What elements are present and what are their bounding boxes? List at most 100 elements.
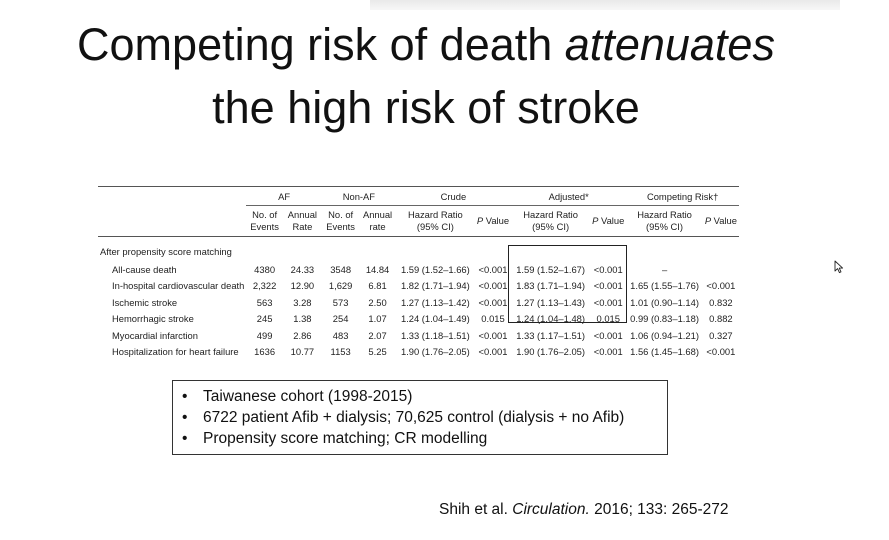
cell-af-rate: 2.86 [293, 329, 312, 341]
table-row: Ischemic stroke 563 3.28 573 2.50 1.27 (1.13–… [98, 294, 739, 311]
window-top-edge [370, 0, 840, 10]
cell-nonaf-events: 483 [332, 329, 349, 341]
cell-nonaf-rate: 5.25 [368, 346, 387, 358]
header-adjusted-p: P Value [590, 205, 627, 237]
cell-crude-p: <0.001 [478, 346, 508, 358]
cell-crude-hr: 1.27 (1.13–1.42) [400, 296, 470, 308]
table-section-row: After propensity score matching [98, 237, 739, 262]
header-af-events: No. of Events [246, 205, 283, 237]
slide-title-line-2: the high risk of stroke [212, 82, 640, 133]
cell-af-rate: 3.28 [293, 296, 312, 308]
cell-competing-hr: 1.01 (0.90–1.14) [630, 296, 699, 308]
cell-competing-p: 0.327 [709, 329, 733, 341]
cell-crude-p: <0.001 [478, 280, 508, 292]
cell-nonaf-rate: 2.50 [368, 296, 387, 308]
header-crude-hr: Hazard Ratio (95% CI) [395, 205, 475, 237]
cell-crude-hr: 1.33 (1.18–1.51) [400, 329, 470, 341]
header-nonaf-events: No. of Events [321, 205, 360, 237]
cell-af-rate: 24.33 [290, 263, 315, 275]
section-label: After propensity score matching [100, 245, 232, 257]
adjusted-highlight-box [508, 245, 627, 323]
cell-adjusted-hr: 1.59 (1.52–1.67) [516, 263, 586, 275]
cell-competing-hr: 0.99 (0.83–1.18) [630, 313, 699, 325]
bullet-item: Taiwanese cohort (1998-2015) [182, 386, 667, 407]
table-row: Hemorrhagic stroke 245 1.38 254 1.07 1.24 (1.… [98, 311, 739, 328]
cell-crude-p: <0.001 [478, 329, 508, 341]
header-af-rate: Annual Rate [282, 205, 322, 237]
slide-title-line-1: Competing risk of death attenuates [77, 19, 775, 70]
cell-af-events: 4380 [254, 263, 276, 275]
cell-adjusted-hr: 1.27 (1.13–1.43) [516, 296, 586, 308]
cell-crude-hr: 1.24 (1.04–1.49) [400, 313, 470, 325]
citation: Shih et al. Circulation. 2016; 133: 265-… [439, 501, 729, 518]
cell-nonaf-events: 1153 [330, 346, 351, 358]
cell-adjusted-p: <0.001 [593, 280, 623, 292]
cell-af-events: 245 [256, 313, 273, 325]
cell-af-rate: 12.90 [290, 280, 315, 292]
cell-competing-p: <0.001 [706, 346, 736, 358]
bullet-item: Propensity score matching; CR modelling [182, 428, 667, 449]
cell-af-events: 2,322 [252, 280, 277, 292]
bullet-list: Taiwanese cohort (1998-2015) 6722 patien… [173, 381, 667, 449]
group-crude: Crude [395, 186, 512, 206]
cell-nonaf-rate: 6.81 [368, 280, 387, 292]
study-notes-box: Taiwanese cohort (1998-2015) 6722 patien… [172, 380, 668, 455]
cell-adjusted-p: 0.015 [596, 313, 620, 325]
cell-competing-hr: 1.56 (1.45–1.68) [630, 346, 699, 358]
table-row: In-hospital cardiovascular death 2,322 12.… [98, 278, 739, 295]
cell-crude-hr: 1.90 (1.76–2.05) [400, 346, 470, 358]
cell-crude-p: <0.001 [478, 296, 508, 308]
cell-competing-p: 0.882 [709, 313, 733, 325]
results-table: AF Non-AF Crude Adjusted* Competing Risk… [98, 186, 739, 362]
table-row: Myocardial infarction 499 2.86 483 2.07 1.33 … [98, 327, 739, 344]
cell-af-rate: 10.77 [290, 346, 315, 358]
cell-row-label: Myocardial infarction [112, 329, 198, 341]
cell-af-events: 1636 [254, 346, 276, 358]
bullet-item: 6722 patient Afib + dialysis; 70,625 con… [182, 407, 667, 428]
group-adjusted: Adjusted* [511, 186, 627, 206]
table-row: Hospitalization for heart failure 1636 10.… [98, 344, 739, 363]
table-group-header-row: AF Non-AF Crude Adjusted* Competing Risk… [98, 186, 739, 206]
cell-competing-p: <0.001 [706, 280, 736, 292]
citation-journal: Circulation. [512, 501, 590, 518]
cell-crude-p: 0.015 [481, 313, 505, 325]
cell-row-label: Hemorrhagic stroke [112, 313, 194, 325]
cell-adjusted-hr: 1.83 (1.71–1.94) [516, 280, 586, 292]
cell-competing-p [703, 261, 739, 278]
cell-adjusted-p: <0.001 [593, 296, 623, 308]
group-competing-risk: Competing Risk† [626, 186, 739, 206]
cell-adjusted-p: <0.001 [593, 263, 623, 275]
header-adjusted-hr: Hazard Ratio (95% CI) [511, 205, 591, 237]
cell-row-label: In-hospital cardiovascular death [112, 280, 245, 292]
cell-adjusted-hr: 1.90 (1.76–2.05) [516, 346, 586, 358]
cell-crude-p: <0.001 [478, 263, 508, 275]
cell-row-label: Ischemic stroke [112, 296, 178, 308]
mouse-cursor-icon [834, 260, 844, 274]
cell-adjusted-hr: 1.24 (1.04–1.48) [516, 313, 586, 325]
cell-nonaf-rate: 2.07 [368, 329, 387, 341]
cell-nonaf-rate: 1.07 [368, 313, 387, 325]
group-non-af: Non-AF [321, 186, 396, 206]
cell-competing-hr: 1.06 (0.94–1.21) [630, 329, 699, 341]
cell-competing-hr: – [661, 263, 668, 275]
header-competing-p: P Value [702, 205, 739, 237]
cell-adjusted-hr: 1.33 (1.17–1.51) [516, 329, 586, 341]
table-sub-header-row: No. of Events Annual Rate No. of Events Ann… [98, 205, 739, 237]
header-competing-hr: Hazard Ratio (95% CI) [626, 205, 703, 237]
cell-nonaf-events: 3548 [330, 263, 352, 275]
group-af: AF [246, 186, 322, 206]
cell-af-events: 499 [256, 329, 273, 341]
cell-af-rate: 1.38 [293, 313, 312, 325]
cell-nonaf-events: 254 [332, 313, 349, 325]
header-crude-p: P Value [474, 205, 512, 237]
title-emphasis: attenuates [564, 19, 775, 70]
cell-crude-hr: 1.59 (1.52–1.66) [400, 263, 470, 275]
cell-crude-hr: 1.82 (1.71–1.94) [400, 280, 470, 292]
cell-adjusted-p: <0.001 [593, 346, 623, 358]
cell-competing-p: 0.832 [709, 296, 733, 308]
cell-nonaf-events: 573 [332, 296, 349, 308]
cell-row-label: Hospitalization for heart failure [112, 346, 239, 358]
header-nonaf-rate: Annual rate [359, 205, 396, 237]
cell-nonaf-rate: 14.84 [365, 263, 390, 275]
cell-adjusted-p: <0.001 [593, 329, 623, 341]
